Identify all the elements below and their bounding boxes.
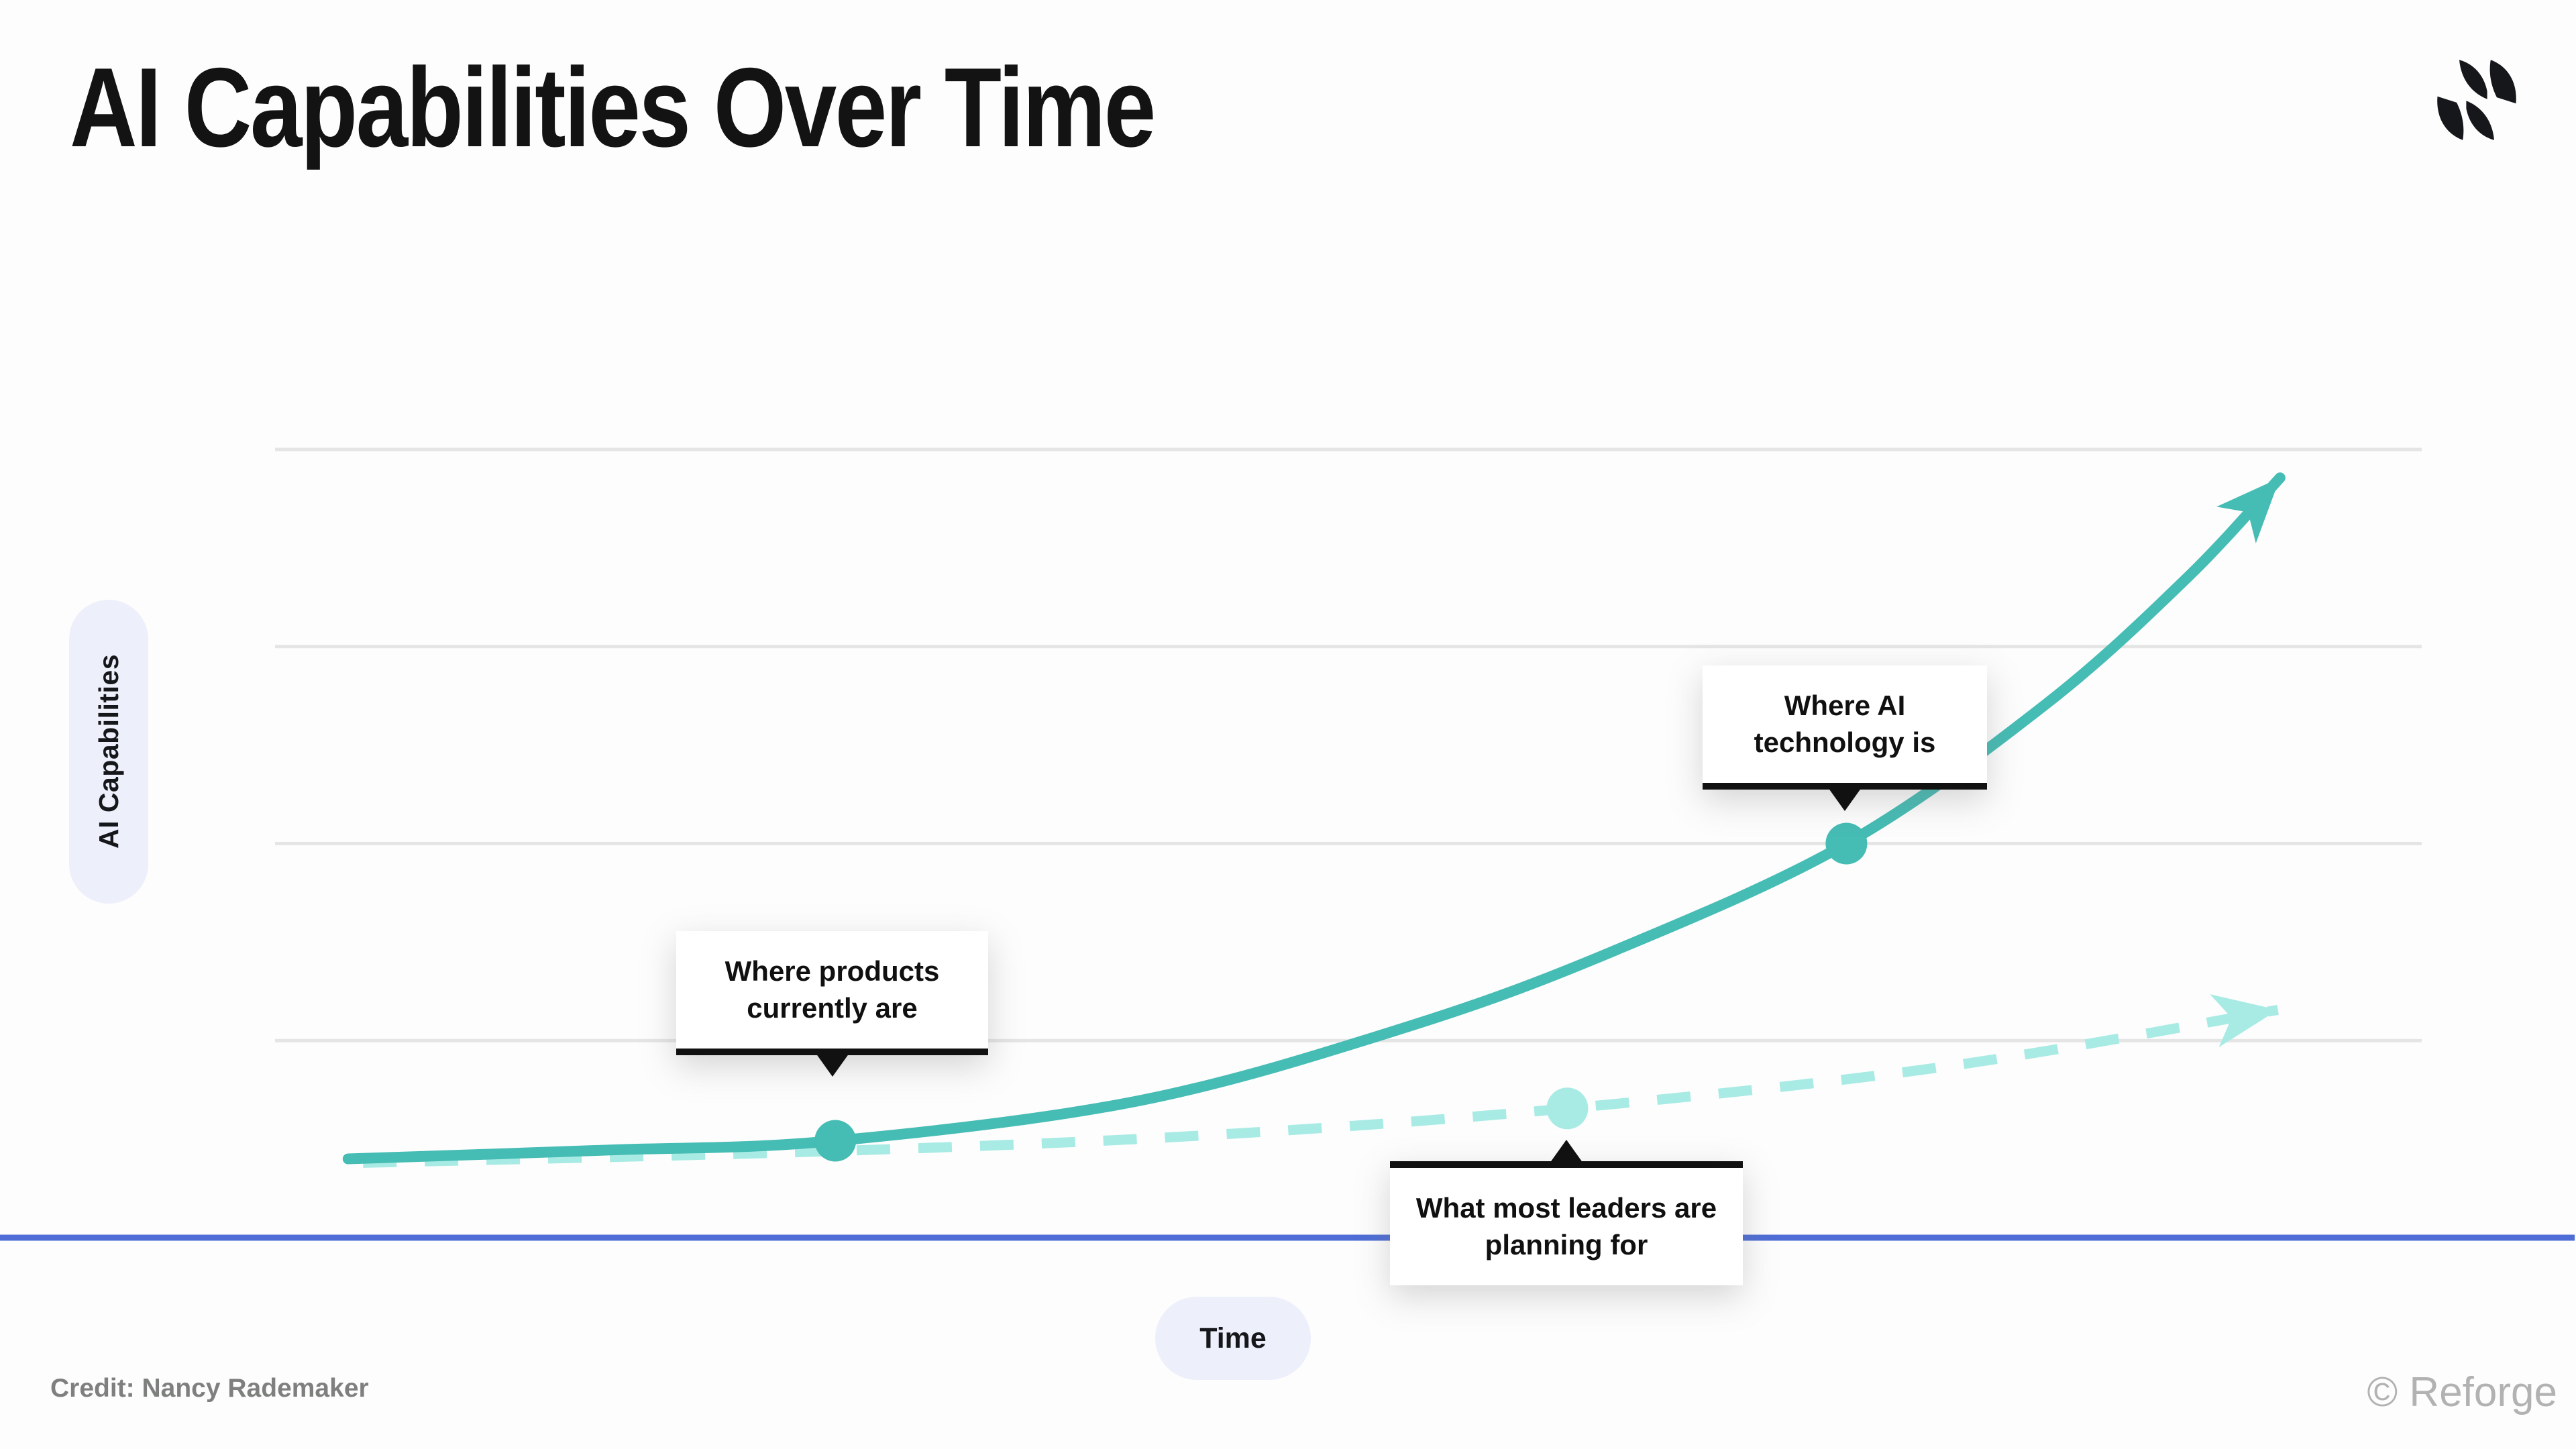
annotation-products-text: Where products currently are: [724, 955, 940, 1024]
annotation-ai-technology: Where AI technology is: [1703, 665, 1987, 790]
x-axis-label: Time: [1199, 1322, 1267, 1354]
annotation-leaders-text: What most leaders are planning for: [1415, 1192, 1717, 1261]
data-point-marker: [814, 1120, 857, 1162]
credit-text: Credit: Nancy Rademaker: [50, 1374, 369, 1403]
series-solid-arrowhead-icon: [2216, 478, 2280, 543]
data-point-marker: [1546, 1087, 1589, 1130]
y-axis-label-pill: AI Capabilities: [69, 600, 148, 904]
annotation-ai-technology-text: Where AI technology is: [1754, 690, 1936, 759]
series-dashed-arrowhead-icon: [2210, 994, 2278, 1048]
series-solid-line: [342, 472, 2286, 1165]
series-dashed-line: [363, 1005, 2279, 1168]
annotation-leaders: What most leaders are planning for: [1390, 1161, 1743, 1285]
page-title: AI Capabilities Over Time: [70, 44, 1156, 170]
y-axis-label: AI Capabilities: [93, 654, 124, 849]
x-axis-label-pill: Time: [1155, 1297, 1311, 1380]
reforge-logo-icon: [2437, 60, 2516, 140]
copyright-watermark: © Reforge: [2367, 1369, 2557, 1415]
annotation-products: Where products currently are: [676, 931, 988, 1055]
data-point-marker: [1825, 822, 1868, 865]
